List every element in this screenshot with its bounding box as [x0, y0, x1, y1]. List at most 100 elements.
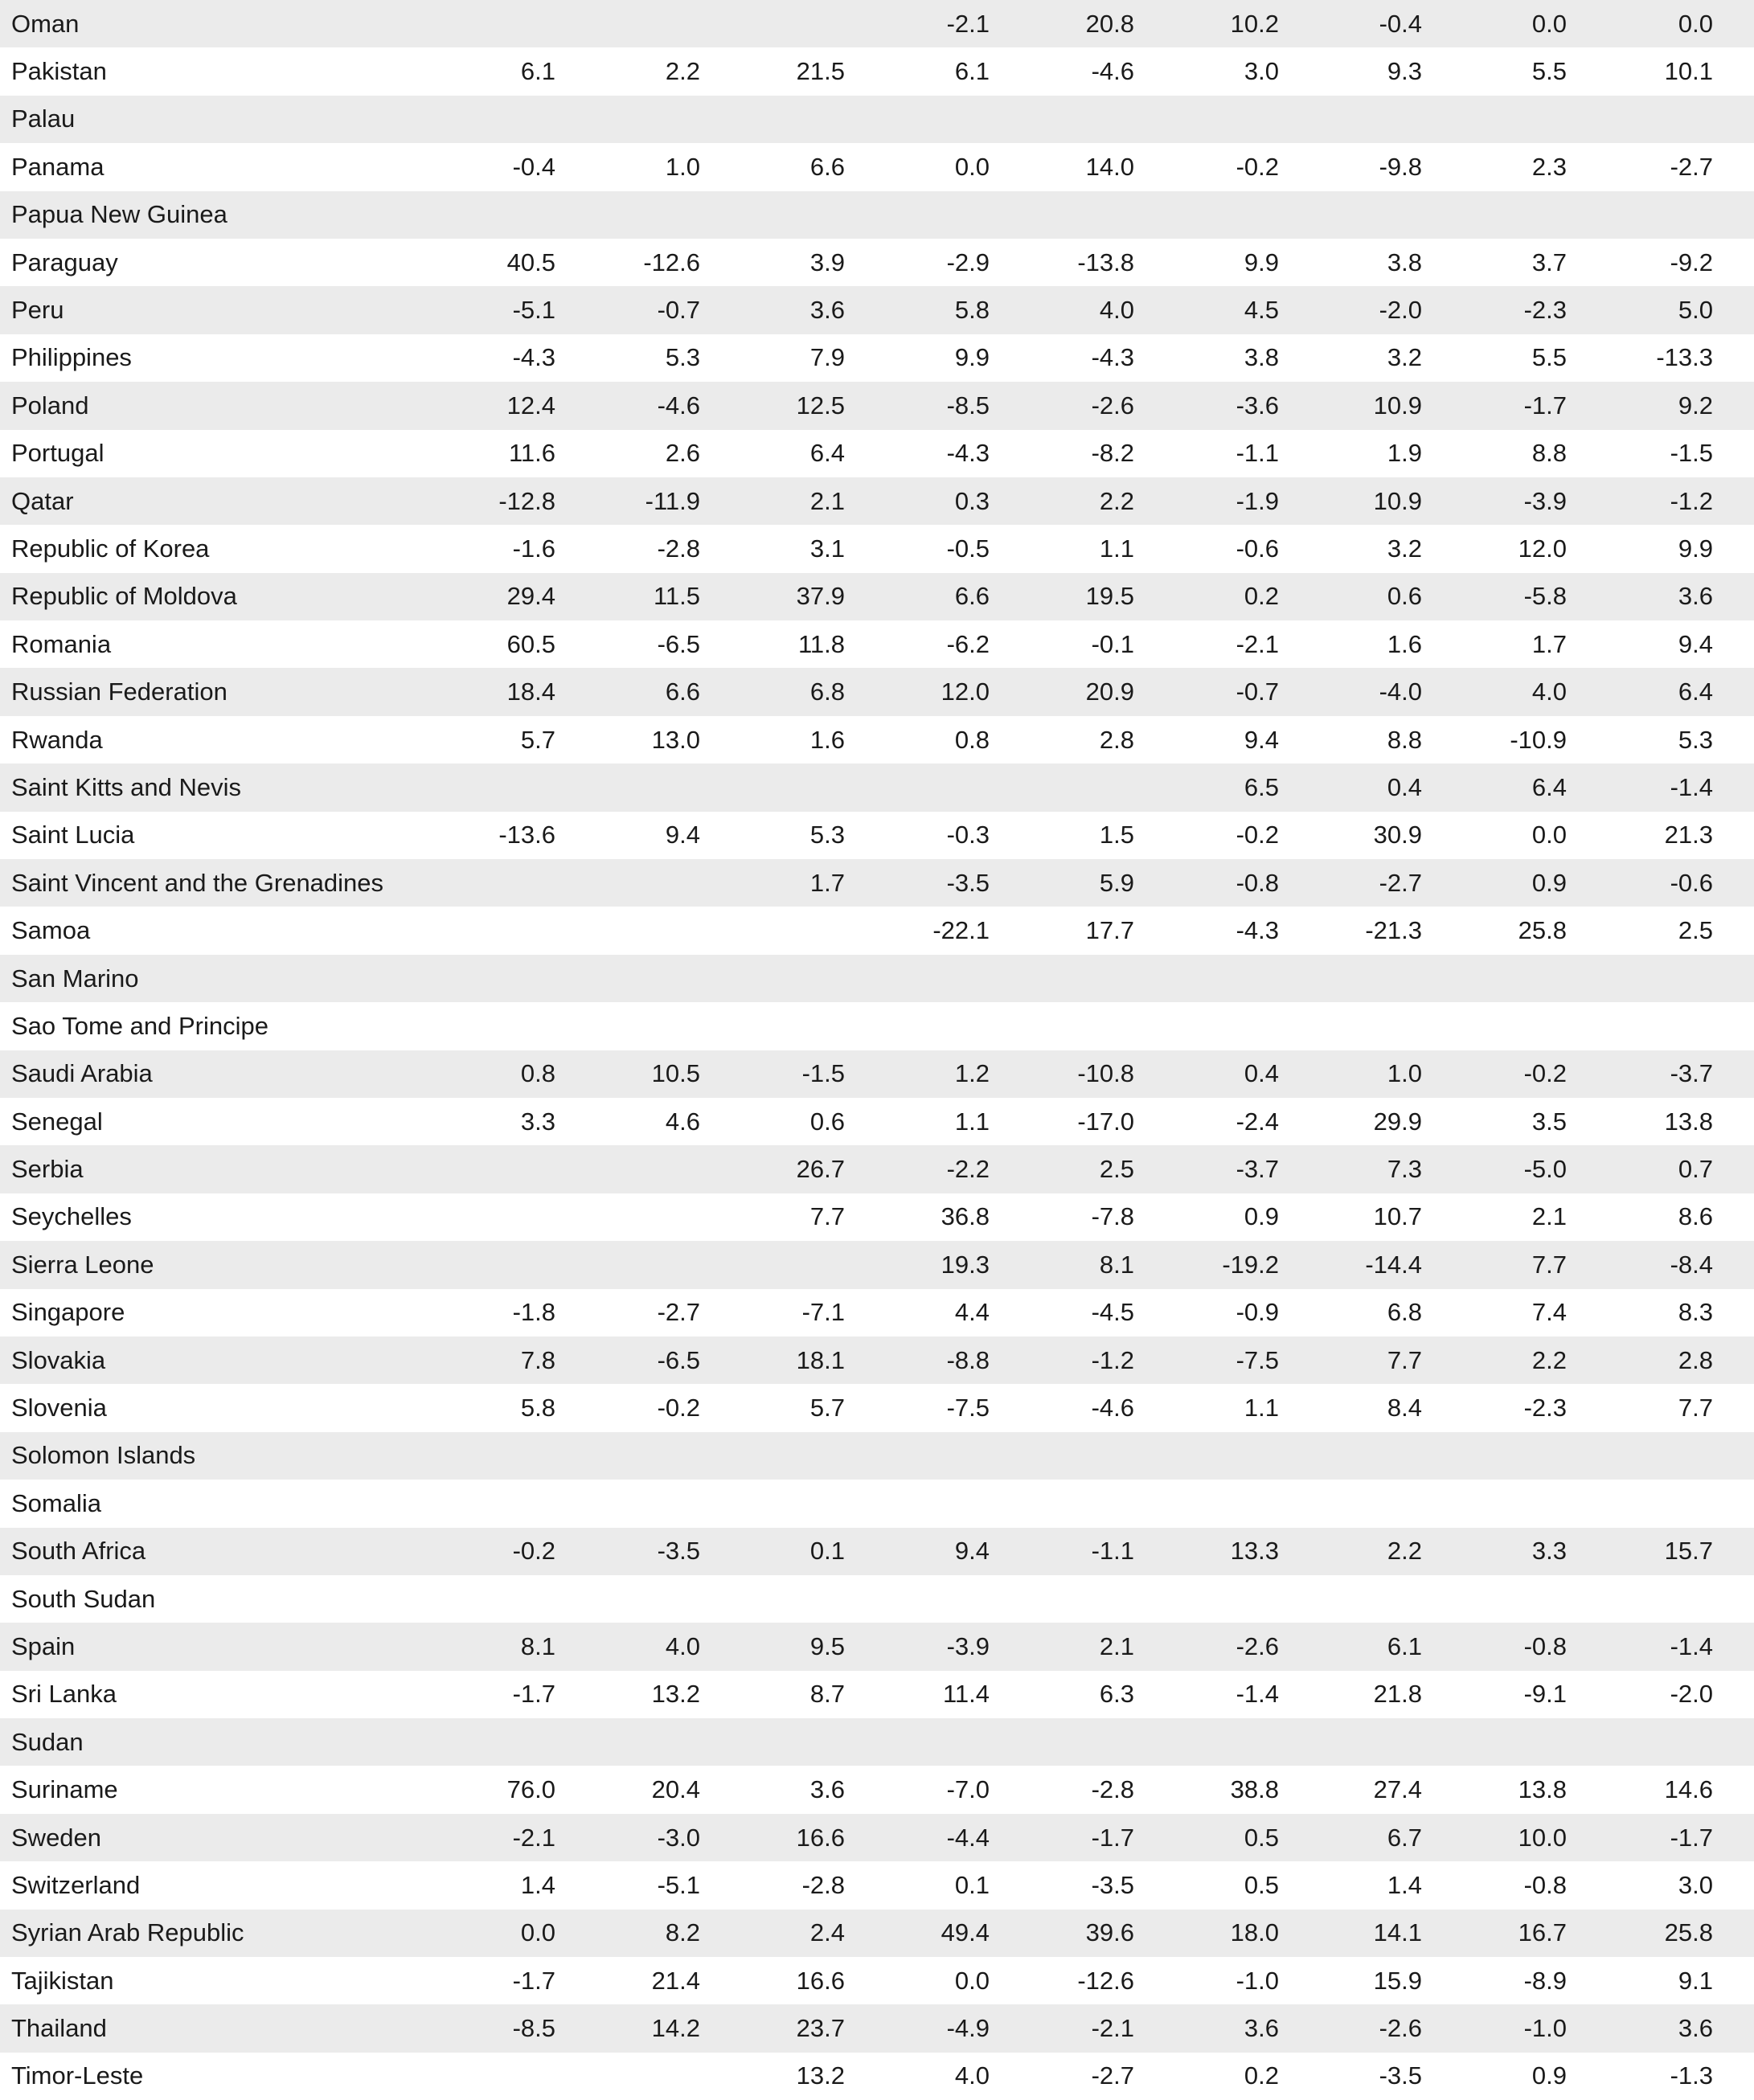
table-row: Republic of Moldova 29.4 11.5 37.9 6.6 19.5 0.…	[0, 572, 1754, 621]
table-row: Saint Lucia -13.6 9.4 5.3 -0.3 1.5 -0.2 30.9 0.0…	[0, 812, 1754, 859]
value-cell: 1.0	[665, 152, 700, 181]
value-cell: -22.1	[932, 916, 990, 945]
country-name: San Marino	[11, 964, 139, 993]
value-cell: 25.8	[1518, 916, 1567, 945]
value-cell: 7.7	[1678, 1394, 1713, 1423]
value-cell: 0.0	[1531, 9, 1567, 38]
value-cell: 0.0	[954, 152, 990, 181]
value-cell: -3.5	[1091, 1870, 1134, 1899]
country-name: Papua New Guinea	[11, 200, 227, 229]
value-cell: -0.1	[1091, 629, 1134, 658]
value-cell: -2.7	[1670, 152, 1713, 181]
table-row: Slovakia 7.8 -6.5 18.1 -8.8 -1.2 -7.5 7.7 2.2 2.8	[0, 1336, 1754, 1385]
value-cell: -12.6	[643, 248, 700, 276]
value-cell: -8.5	[512, 2014, 555, 2043]
value-cell: 0.6	[809, 1107, 845, 1136]
country-name: Qatar	[11, 486, 74, 515]
value-cell: 7.3	[1387, 1155, 1422, 1184]
value-cell: 7.7	[809, 1202, 845, 1231]
value-cell: 7.9	[809, 343, 845, 372]
country-name: Sao Tome and Principe	[11, 1011, 268, 1040]
value-cell: 6.8	[809, 677, 845, 706]
value-cell: 25.8	[1664, 1918, 1713, 1947]
table-row: Timor-Leste 13.2 4.0 -2.7 0.2 -3.5 0.9 -1.3	[0, 2053, 1754, 2100]
value-cell: -4.3	[512, 343, 555, 372]
value-cell: 1.7	[809, 868, 845, 897]
table-row: Paraguay 40.5 -12.6 3.9 -2.9 -13.8 9.9 3.8 3.7 -9…	[0, 239, 1754, 286]
value-cell: -2.2	[946, 1155, 990, 1184]
value-cell: 4.0	[1531, 677, 1567, 706]
value-cell: -4.6	[657, 391, 700, 420]
value-cell: 11.6	[508, 439, 555, 468]
value-cell: 21.8	[1373, 1680, 1422, 1709]
value-cell: 2.8	[1678, 1345, 1713, 1374]
value-cell: 9.4	[1678, 629, 1713, 658]
value-cell: 5.9	[1099, 868, 1134, 897]
value-cell: 21.3	[1664, 821, 1713, 849]
value-cell: 4.0	[954, 2061, 990, 2090]
country-name: Somalia	[11, 1488, 101, 1517]
table-row: Sri Lanka -1.7 13.2 8.7 11.4 6.3 -1.4 21.8 -9.1 -…	[0, 1671, 1754, 1718]
value-cell: 11.4	[942, 1680, 990, 1709]
country-name: Sierra Leone	[11, 1250, 154, 1279]
value-cell: 8.6	[1678, 1202, 1713, 1231]
value-cell: -2.1	[512, 1823, 555, 1852]
value-cell: -7.1	[801, 1298, 845, 1327]
value-cell: -7.8	[1091, 1202, 1134, 1231]
country-name: Saint Lucia	[11, 821, 135, 849]
value-cell: 6.1	[520, 57, 555, 86]
table-row: Spain 8.1 4.0 9.5 -3.9 2.1 -2.6 6.1 -0.8 -1.4	[0, 1623, 1754, 1671]
value-cell: 9.9	[1244, 248, 1279, 276]
value-cell: 13.3	[1230, 1537, 1279, 1566]
value-cell: 5.3	[1678, 725, 1713, 754]
value-cell: 6.5	[1244, 772, 1279, 801]
value-cell: 8.8	[1387, 725, 1422, 754]
value-cell: 3.8	[1244, 343, 1279, 372]
value-cell: -1.4	[1236, 1680, 1279, 1709]
value-cell: 4.5	[1244, 296, 1279, 325]
value-cell: 0.6	[1387, 582, 1422, 611]
table-row: Palau	[0, 95, 1754, 144]
value-cell: 16.6	[796, 1823, 845, 1852]
table-row: Oman -2.1 20.8 10.2 -0.4 0.0 0.0	[0, 0, 1754, 48]
table-row: Panama -0.4 1.0 6.6 0.0 14.0 -0.2 -9.8 2.3 -2.7	[0, 143, 1754, 190]
value-cell: 9.5	[809, 1631, 845, 1660]
value-cell: -1.7	[512, 1680, 555, 1709]
value-cell: 3.6	[809, 296, 845, 325]
table-row: San Marino	[0, 954, 1754, 1003]
table-row: Samoa -22.1 17.7 -4.3 -21.3 25.8 2.5	[0, 907, 1754, 954]
value-cell: -2.3	[1523, 1394, 1567, 1423]
table-row: Portugal 11.6 2.6 6.4 -4.3 -8.2 -1.1 1.9 8.8 -1.5	[0, 430, 1754, 477]
value-cell: 0.8	[520, 1059, 555, 1088]
value-cell: -7.5	[946, 1394, 990, 1423]
value-cell: 19.3	[941, 1250, 990, 1279]
country-name: Singapore	[11, 1298, 125, 1327]
value-cell: 5.5	[1531, 343, 1567, 372]
value-cell: 1.7	[1531, 629, 1567, 658]
value-cell: -4.3	[1236, 916, 1279, 945]
table-row: Romania 60.5 -6.5 11.8 -6.2 -0.1 -2.1 1.6 1.7 9.4	[0, 620, 1754, 668]
table-row: Sudan	[0, 1718, 1754, 1766]
value-cell: -0.7	[1236, 677, 1279, 706]
value-cell: -6.2	[946, 629, 990, 658]
value-cell: -2.6	[1379, 2014, 1422, 2043]
value-cell: 14.6	[1664, 1775, 1713, 1804]
value-cell: -7.5	[1236, 1345, 1279, 1374]
table-row: Republic of Korea -1.6 -2.8 3.1 -0.5 1.1 -0.6 3…	[0, 525, 1754, 572]
value-cell: 2.6	[665, 439, 700, 468]
value-cell: 3.0	[1678, 1870, 1713, 1899]
country-name: Saudi Arabia	[11, 1059, 153, 1088]
table-row: Sao Tome and Principe	[0, 1002, 1754, 1050]
value-cell: 4.0	[665, 1631, 700, 1660]
country-name: Switzerland	[11, 1870, 141, 1899]
value-cell: 0.9	[1531, 868, 1567, 897]
value-cell: 30.9	[1373, 821, 1422, 849]
value-cell: 3.6	[809, 1775, 845, 1804]
value-cell: -5.1	[657, 1870, 700, 1899]
value-cell: -4.6	[1091, 1394, 1134, 1423]
country-name: South Africa	[11, 1537, 146, 1566]
value-cell: 5.7	[809, 1394, 845, 1423]
value-cell: 1.1	[1244, 1394, 1279, 1423]
value-cell: -11.9	[645, 486, 700, 515]
value-cell: -4.6	[1091, 57, 1134, 86]
